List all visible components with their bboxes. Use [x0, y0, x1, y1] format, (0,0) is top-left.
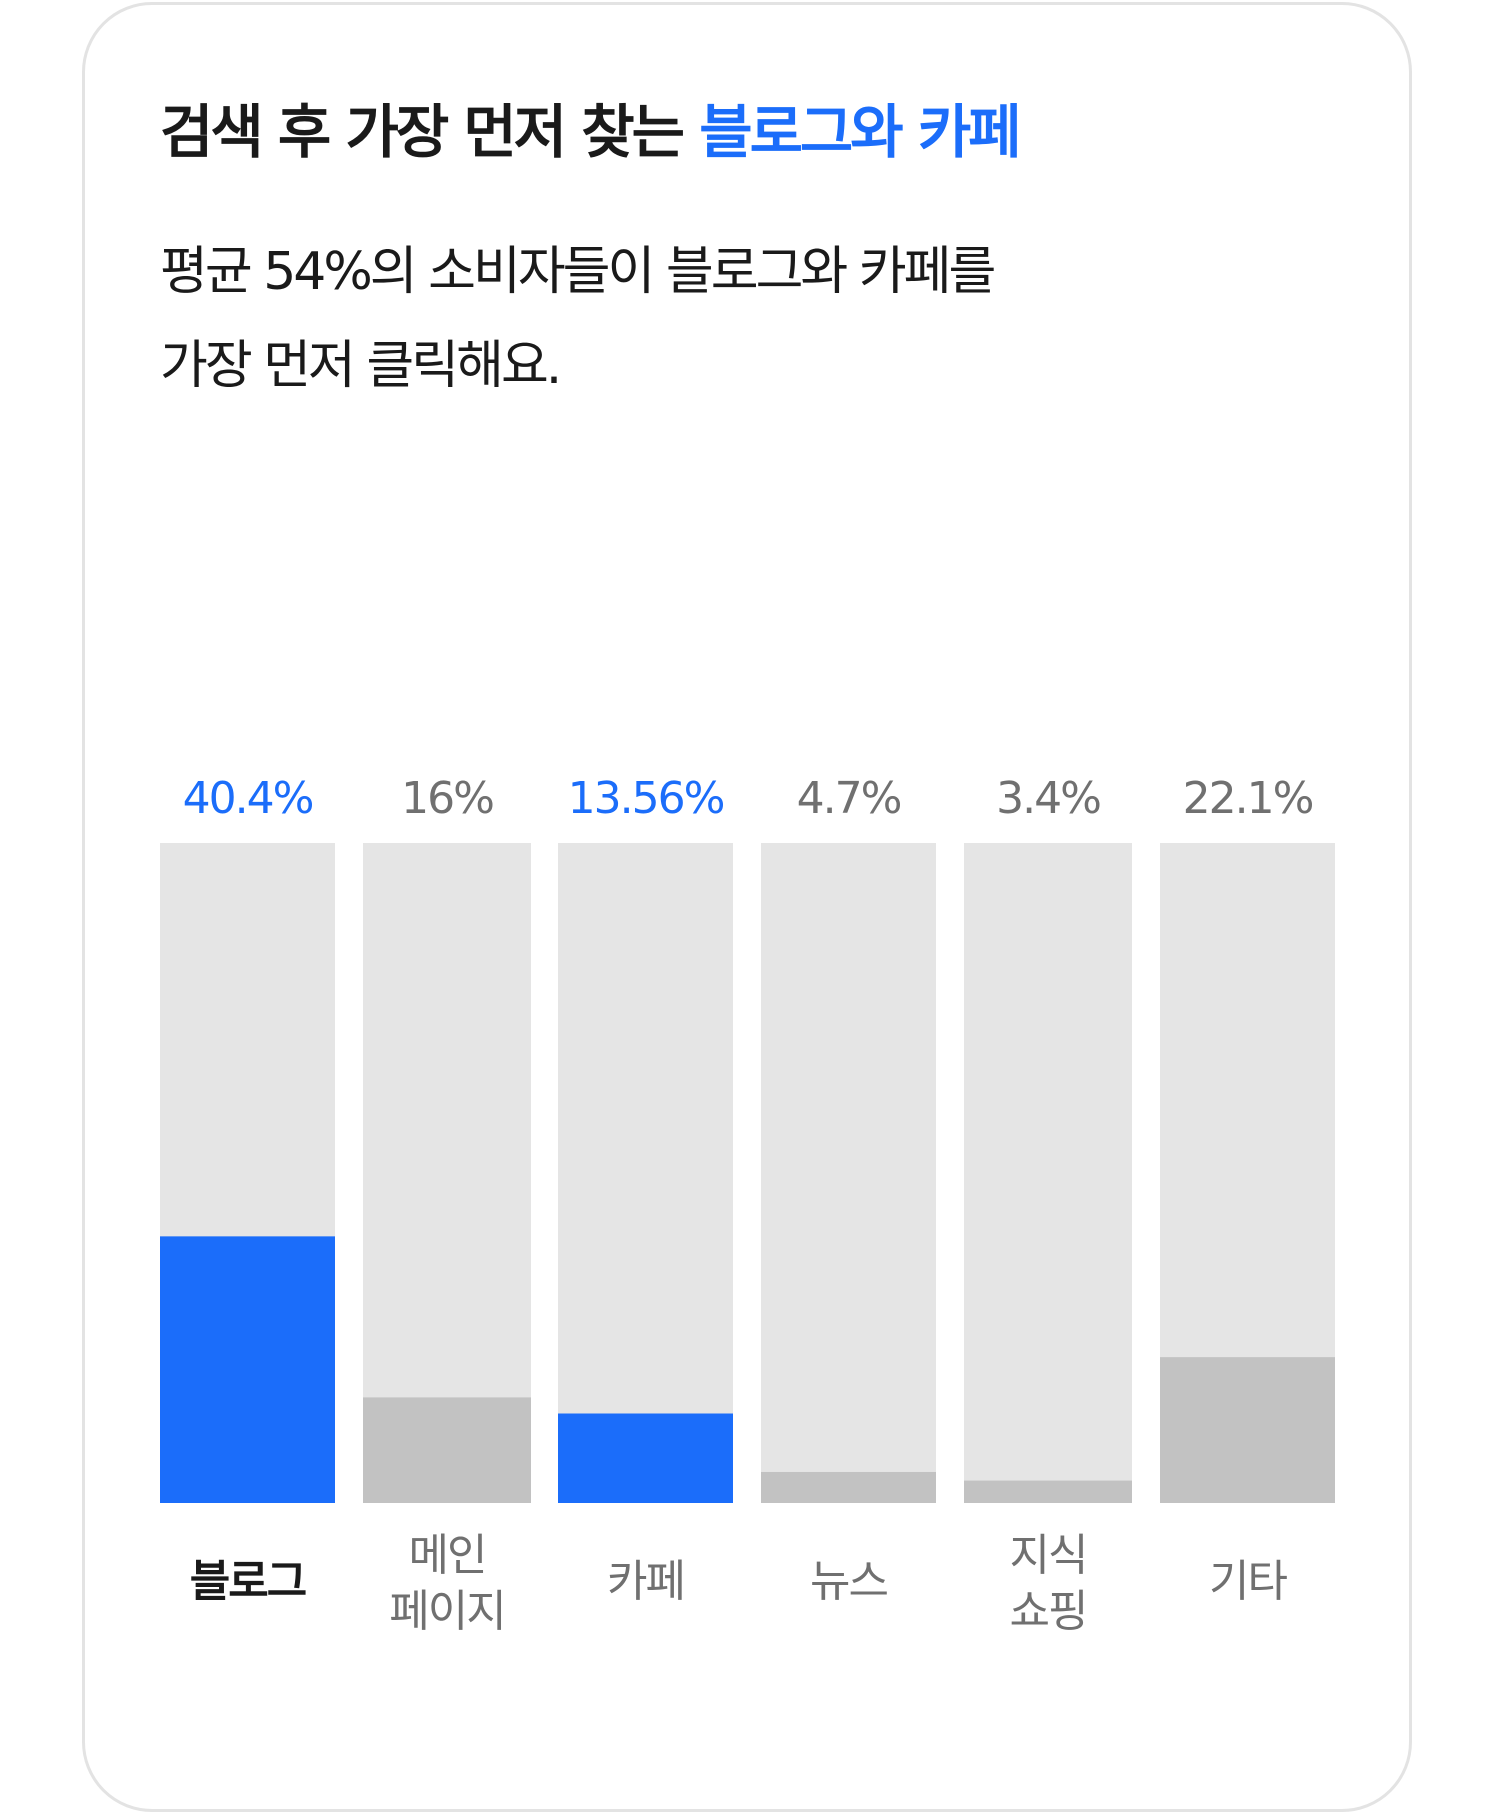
- bar-3: [761, 1471, 936, 1503]
- chart-description: 평균 54%의 소비자들이 블로그와 카페를 가장 먼저 클릭해요.: [160, 225, 996, 413]
- value-label-2: 13.56%: [568, 773, 724, 824]
- category-label-5-0: 기타: [1209, 1556, 1287, 1607]
- category-label-3-0: 뉴스: [810, 1556, 887, 1607]
- bar-track-1: [363, 843, 531, 1503]
- category-label-4-1: 쇼핑: [1010, 1586, 1087, 1637]
- category-label-2-0: 카페: [607, 1556, 684, 1607]
- value-label-4: 3.4%: [996, 773, 1100, 824]
- bar-0: [160, 1236, 335, 1503]
- value-label-0: 40.4%: [183, 773, 313, 824]
- category-label-1-1: 페이지: [389, 1586, 504, 1637]
- bar-5: [1160, 1357, 1335, 1503]
- category-label-4-0: 지식: [1010, 1530, 1087, 1581]
- value-label-3: 4.7%: [797, 773, 901, 824]
- bar-4: [964, 1480, 1132, 1503]
- category-label-0-0: 블로그: [190, 1556, 306, 1607]
- category-label-1-0: 메인: [409, 1530, 486, 1581]
- value-label-1: 16%: [401, 773, 493, 824]
- bar-track-3: [761, 843, 936, 1503]
- description-line-1: 평균 54%의 소비자들이 블로그와 카페를: [160, 242, 996, 302]
- value-label-5: 22.1%: [1183, 773, 1313, 824]
- bar-2: [558, 1413, 733, 1503]
- chart-title: 검색 후 가장 먼저 찾는 블로그와 카페: [160, 92, 1022, 172]
- title-highlight: 블로그와 카페: [699, 98, 1021, 166]
- bar-1: [363, 1397, 531, 1503]
- bar-track-4: [964, 843, 1132, 1503]
- bar-track-2: [558, 843, 733, 1503]
- description-line-2: 가장 먼저 클릭해요.: [160, 336, 562, 396]
- title-prefix: 검색 후 가장 먼저 찾는: [160, 98, 700, 166]
